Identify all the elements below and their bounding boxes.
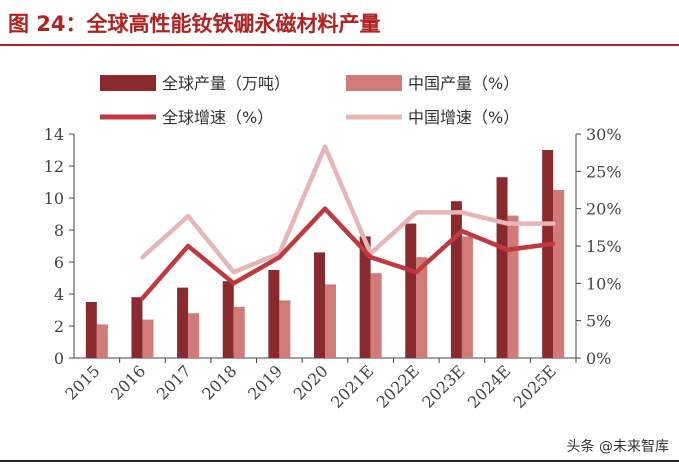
left-tick-label: 12: [44, 157, 64, 176]
bottom-divider: [0, 460, 679, 462]
right-tick-label: 0%: [586, 349, 611, 368]
x-tick-label: 2025E: [510, 361, 560, 411]
legend-china-output-label: 中国产量（%）: [408, 74, 519, 93]
figure-title: 图 24：全球高性能钕铁硼永磁材料产量: [8, 12, 381, 36]
left-tick-label: 2: [54, 317, 64, 336]
watermark: 头条 @未来智库: [566, 439, 669, 455]
x-tick-label: 2020: [290, 361, 332, 403]
right-tick-label: 10%: [586, 274, 622, 293]
x-tick-label: 2023E: [418, 361, 468, 411]
right-tick-label: 25%: [586, 162, 622, 181]
global-output-bar: [359, 236, 371, 358]
global-growth-line: [140, 206, 556, 301]
legend-global-output-label: 全球产量（万吨）: [162, 74, 290, 93]
legend: 全球产量（万吨） 中国产量（%） 全球增速（%） 中国增速（%）: [100, 74, 519, 127]
china-output-bar: [188, 313, 200, 358]
global-output-bar: [131, 297, 143, 358]
left-tick-label: 14: [44, 125, 64, 144]
china-output-bar: [416, 257, 428, 358]
x-tick-label: 2021E: [327, 361, 377, 411]
legend-china-output-swatch: [346, 75, 402, 91]
global-output-bar: [222, 281, 234, 358]
legend-china-growth-label: 中国增速（%）: [408, 108, 519, 127]
x-tick-label: 2019: [244, 361, 286, 403]
right-tick-label: 15%: [586, 237, 622, 256]
global-output-bar: [496, 177, 508, 358]
global-output-bar: [268, 270, 280, 358]
x-tick-label: 2016: [107, 361, 149, 403]
title-divider: [0, 44, 679, 46]
lines: [140, 144, 556, 301]
right-tick-label: 5%: [586, 312, 611, 331]
china-output-bar: [461, 236, 473, 358]
bars: [85, 150, 565, 358]
china-output-bar: [233, 306, 245, 358]
x-tick-label: 2018: [198, 361, 240, 403]
china-output-bar: [370, 273, 382, 358]
global-output-bar: [542, 150, 554, 358]
china-output-bar: [553, 190, 565, 358]
global-output-bar: [314, 252, 325, 358]
china-growth-line: [140, 144, 556, 275]
global-output-bar: [85, 302, 97, 358]
global-output-bar: [450, 201, 462, 358]
x-tick-label: 2017: [153, 361, 195, 403]
x-tick-label: 2022E: [373, 361, 423, 411]
left-tick-label: 6: [54, 253, 64, 272]
x-tick-label: 2015: [61, 361, 103, 403]
global-output-bar: [405, 223, 417, 358]
left-tick-label: 8: [54, 221, 64, 240]
china-output-bar: [279, 300, 291, 358]
left-tick-label: 0: [54, 349, 64, 368]
legend-global-output-swatch: [100, 75, 156, 91]
right-tick-label: 30%: [586, 125, 622, 144]
left-tick-label: 10: [44, 189, 64, 208]
legend-global-growth-label: 全球增速（%）: [162, 108, 273, 127]
x-tick-label: 2024E: [464, 361, 514, 411]
china-output-bar: [507, 215, 519, 358]
china-output-bar: [142, 319, 154, 358]
china-output-bar: [96, 324, 108, 358]
china-output-bar: [325, 284, 336, 358]
left-tick-label: 4: [54, 285, 64, 304]
global-output-bar: [177, 287, 189, 358]
right-tick-label: 20%: [586, 200, 622, 219]
